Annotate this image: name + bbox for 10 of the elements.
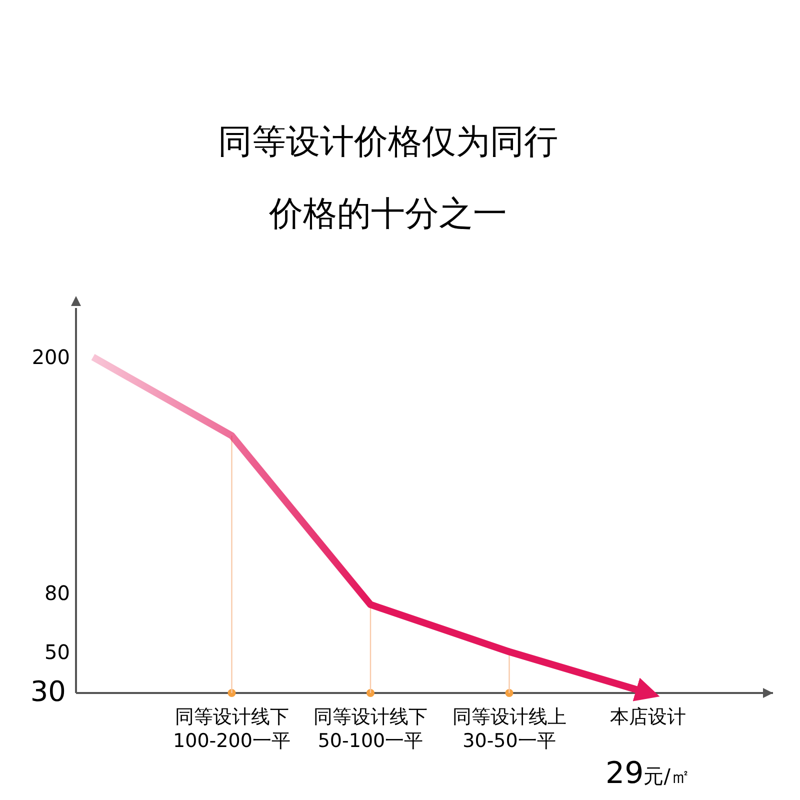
text: 29元/㎡ [606,756,690,791]
x-tick-label: 同等设计线下 50-100一平 [314,706,428,752]
y-tick-label: 200 [32,345,70,370]
y-tick-label: 50 [44,640,70,664]
y-tick-label: 30 [30,674,66,708]
y-tick-label: 80 [44,580,70,605]
chart-title: 同等设计价格仅为同行价格的十分之一 [218,122,558,234]
x-tick-label: 本店设计 [610,706,686,728]
x-tick-label: 同等设计线下 100-200一平 [173,706,290,752]
x-tick-label: 同等设计线上 30-50一平 [452,706,566,752]
